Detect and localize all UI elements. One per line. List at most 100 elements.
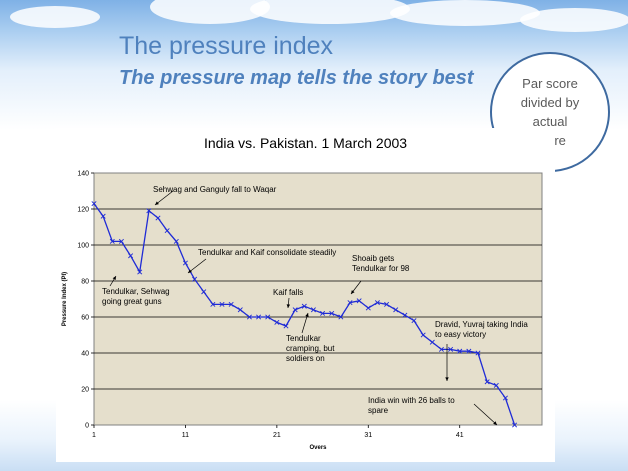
plot-area — [93, 172, 543, 426]
x-axis-label: Overs — [309, 445, 327, 451]
chart-panel: India vs. Pakistan. 1 March 2003 0 20 40 60 8… — [56, 128, 555, 462]
x-tick-label: 11 — [182, 432, 189, 439]
data-point — [429, 339, 435, 345]
data-point — [228, 301, 234, 307]
data-point — [192, 276, 198, 282]
data-point — [210, 301, 216, 307]
data-point — [402, 312, 408, 318]
annotation-text: Tendulkar — [286, 334, 321, 343]
annotation-arrowhead — [112, 276, 116, 280]
annotation-arrow — [187, 258, 207, 274]
data-point — [457, 348, 463, 354]
annotation-text: Shoaib gets — [352, 254, 394, 263]
data-point — [374, 300, 380, 306]
data-point — [283, 323, 289, 329]
cloud-decoration — [250, 0, 410, 24]
data-point — [91, 201, 97, 207]
annotation-text: India win with 26 balls to — [368, 396, 455, 405]
data-point — [420, 332, 426, 338]
annotation-arrowhead — [351, 290, 355, 294]
chart-title: India vs. Pakistan. 1 March 2003 — [204, 135, 407, 151]
data-point — [265, 314, 271, 320]
annotation-arrow — [473, 403, 498, 426]
y-tick-label: 100 — [77, 243, 89, 250]
annotation-arrowhead — [155, 201, 159, 205]
data-point — [466, 348, 472, 354]
annotation-text: soldiers on — [286, 354, 325, 363]
data-point — [320, 310, 326, 316]
cloud-decoration — [10, 6, 100, 28]
annotation-arrowhead — [305, 313, 309, 317]
data-point — [338, 314, 344, 320]
data-point — [219, 301, 225, 307]
y-axis-label: Pressure Index (PI) — [62, 272, 68, 326]
data-point — [448, 346, 454, 352]
data-point — [164, 228, 170, 234]
annotation-text: to easy victory — [435, 330, 486, 339]
annotation-arrowhead — [445, 377, 449, 381]
y-tick-label: 140 — [77, 171, 89, 178]
y-tick-label: 0 — [85, 423, 89, 430]
callout-line: divided by — [520, 95, 580, 110]
y-tick-label: 120 — [77, 207, 89, 214]
data-point — [493, 382, 499, 388]
data-point — [292, 307, 298, 313]
x-tick-label: 21 — [273, 432, 281, 439]
data-point — [173, 238, 179, 244]
slide-title: The pressure index — [119, 32, 334, 60]
y-tick-label: 20 — [81, 387, 89, 394]
data-point — [237, 307, 243, 313]
y-tick-label: 60 — [81, 315, 89, 322]
cloud-decoration — [390, 0, 540, 26]
data-point — [310, 307, 316, 313]
callout-text: Par score divided by actual score — [508, 74, 592, 150]
data-point — [301, 303, 307, 309]
x-tick-label: 1 — [92, 432, 96, 439]
annotation-text: Kaif falls — [273, 288, 303, 297]
annotation-text: Tendulkar and Kaif consolidate steadily — [198, 248, 336, 257]
data-point — [484, 379, 490, 385]
data-point — [274, 319, 280, 325]
cloud-decoration — [520, 8, 628, 32]
annotation-arrow — [154, 190, 174, 206]
data-point — [137, 269, 143, 275]
data-point — [128, 253, 134, 259]
data-point — [256, 314, 262, 320]
data-point — [118, 238, 124, 244]
annotation-text: cramping, but — [286, 344, 335, 353]
annotation-text: Dravid, Yuvraj taking India — [435, 320, 528, 329]
annotation-arrowhead — [286, 304, 291, 308]
data-point — [475, 350, 481, 356]
data-point — [512, 422, 518, 428]
callout-line: actual — [532, 114, 568, 129]
data-point — [329, 310, 335, 316]
annotation-text: Tendulkar, Sehwag — [102, 287, 170, 296]
data-point — [411, 318, 417, 324]
data-point — [393, 307, 399, 313]
y-tick-label: 40 — [81, 351, 89, 358]
y-tick-label: 80 — [81, 279, 89, 286]
data-point — [146, 208, 152, 214]
annotation-text: Sehwag and Ganguly fall to Waqar — [153, 185, 277, 194]
data-point — [347, 300, 353, 306]
annotation-arrowhead — [188, 269, 192, 273]
slide-subtitle: The pressure map tells the story best — [119, 67, 474, 89]
data-point — [246, 314, 252, 320]
annotation-text: going great guns — [102, 297, 162, 306]
data-point — [155, 215, 161, 221]
data-point — [201, 289, 207, 295]
data-point — [365, 305, 371, 311]
data-point — [502, 395, 508, 401]
callout-line: Par score — [522, 76, 578, 91]
annotation-text: Tendulkar for 98 — [352, 264, 410, 273]
data-point — [438, 346, 444, 352]
annotation-arrowhead — [493, 421, 497, 425]
x-tick-label: 41 — [456, 432, 464, 439]
data-point — [182, 260, 188, 266]
data-point — [100, 213, 106, 219]
data-point — [356, 298, 362, 304]
pressure-index-chart: India vs. Pakistan. 1 March 2003 0 20 40 60 8… — [62, 135, 543, 451]
x-tick-label: 31 — [364, 432, 372, 439]
annotation-text: spare — [368, 406, 389, 415]
data-point — [384, 301, 390, 307]
